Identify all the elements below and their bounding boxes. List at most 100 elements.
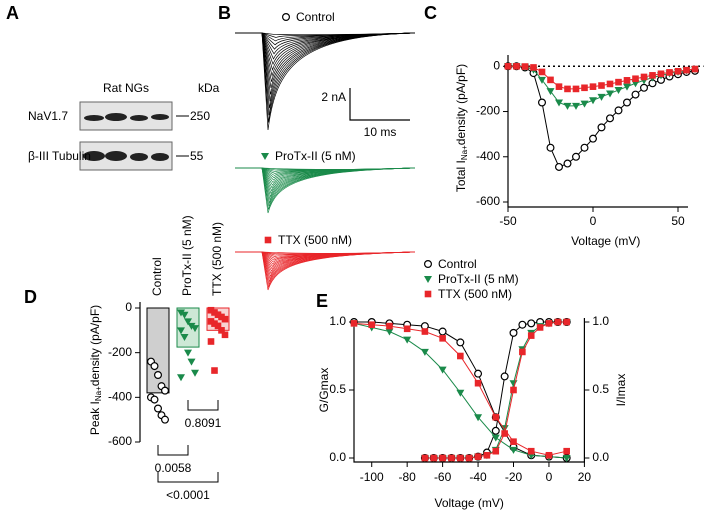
current-trace: [235, 32, 416, 131]
marker: [530, 64, 537, 71]
y2-axis-label: I/Imax: [614, 374, 628, 407]
legend-label: ProTx-II (5 nM): [275, 149, 356, 163]
marker: [456, 338, 465, 347]
marker: [430, 454, 438, 462]
y-axis-label: G/Gmax: [317, 368, 331, 413]
x-tick-label: -40: [469, 470, 487, 484]
marker: [562, 455, 571, 462]
marker: [563, 318, 570, 326]
marker: [554, 162, 563, 171]
marker: [546, 143, 555, 152]
marker: [424, 260, 433, 269]
marker: [623, 83, 631, 91]
marker: [545, 451, 553, 459]
marker: [572, 85, 580, 93]
legend-label: Control: [438, 257, 477, 271]
legend-label: TTX (500 nM): [438, 287, 512, 301]
marker: [211, 309, 218, 316]
x-axis-label: Voltage (mV): [435, 496, 504, 510]
marker: [580, 143, 589, 152]
marker: [211, 320, 218, 327]
y-tick-label: 0: [493, 58, 500, 72]
y-tick-label: 0.0: [329, 450, 346, 464]
scale-label: 2 nA: [321, 90, 346, 104]
marker: [456, 389, 465, 397]
marker: [424, 276, 432, 283]
marker: [221, 331, 229, 339]
x-tick-label: -20: [505, 470, 523, 484]
marker: [597, 93, 606, 101]
marker: [639, 83, 648, 92]
marker: [546, 88, 555, 96]
marker: [207, 338, 215, 345]
marker: [191, 325, 199, 333]
x-tick-label: 50: [671, 214, 685, 228]
y-tick-label: 0.5: [329, 382, 346, 396]
marker: [350, 320, 358, 327]
y-axis-label: Peak INa+density (pA/pF): [88, 305, 103, 435]
marker: [571, 152, 580, 161]
marker: [150, 362, 159, 371]
marker: [207, 318, 215, 325]
marker: [614, 87, 623, 95]
marker: [501, 430, 508, 437]
label-part: Na+: [94, 386, 103, 401]
marker: [657, 70, 665, 78]
marker: [631, 90, 640, 99]
scale-bar: [349, 88, 410, 121]
marker: [492, 447, 500, 455]
marker: [161, 415, 170, 424]
marker: [510, 438, 517, 445]
marker: [211, 367, 218, 374]
marker: [605, 114, 614, 123]
marker: [623, 77, 631, 84]
blot-row-label: β-III Tubulin: [28, 149, 91, 163]
mw-label: 250: [190, 109, 210, 123]
marker: [439, 335, 446, 342]
mw-label: 55: [190, 149, 204, 163]
marker: [492, 413, 500, 421]
y-tick-label: -200: [108, 345, 132, 359]
marker: [589, 97, 597, 105]
legend-label: ProTx-II (5 nM): [438, 272, 519, 286]
marker: [538, 76, 546, 84]
marker: [403, 336, 412, 344]
x-tick-label: -60: [434, 470, 452, 484]
marker: [403, 325, 411, 333]
marker: [177, 327, 185, 335]
category-label: TTX (500 nM): [210, 222, 224, 296]
marker: [439, 454, 446, 462]
marker: [184, 318, 192, 326]
marker: [187, 358, 196, 366]
y2-tick-label: 0.5: [592, 382, 609, 396]
panel-label: A: [6, 3, 19, 23]
marker: [606, 80, 614, 88]
y2-tick-label: 0.0: [592, 450, 609, 464]
x-tick-label: -100: [360, 470, 384, 484]
marker: [547, 76, 554, 84]
marker: [180, 334, 189, 342]
y-axis-label: Total INa+density (pA/pF): [454, 64, 469, 192]
marker: [500, 372, 509, 381]
marker: [518, 320, 527, 329]
marker: [448, 454, 455, 462]
y-tick-label: -400: [476, 149, 500, 163]
marker: [640, 73, 648, 81]
marker: [598, 82, 605, 89]
marker: [504, 63, 512, 70]
y-tick-label: -600: [108, 434, 132, 448]
marker: [527, 332, 535, 339]
marker: [154, 371, 163, 380]
marker: [214, 311, 222, 318]
marker: [588, 134, 597, 143]
marker: [218, 313, 225, 321]
marker: [519, 348, 526, 356]
category-label: Control: [150, 257, 164, 296]
label-part: density (pA/pF): [454, 64, 468, 145]
marker: [509, 446, 518, 454]
marker: [563, 447, 570, 455]
blot-unit: kDa: [198, 81, 220, 95]
marker: [691, 65, 699, 73]
marker: [597, 123, 606, 132]
marker: [161, 386, 170, 395]
